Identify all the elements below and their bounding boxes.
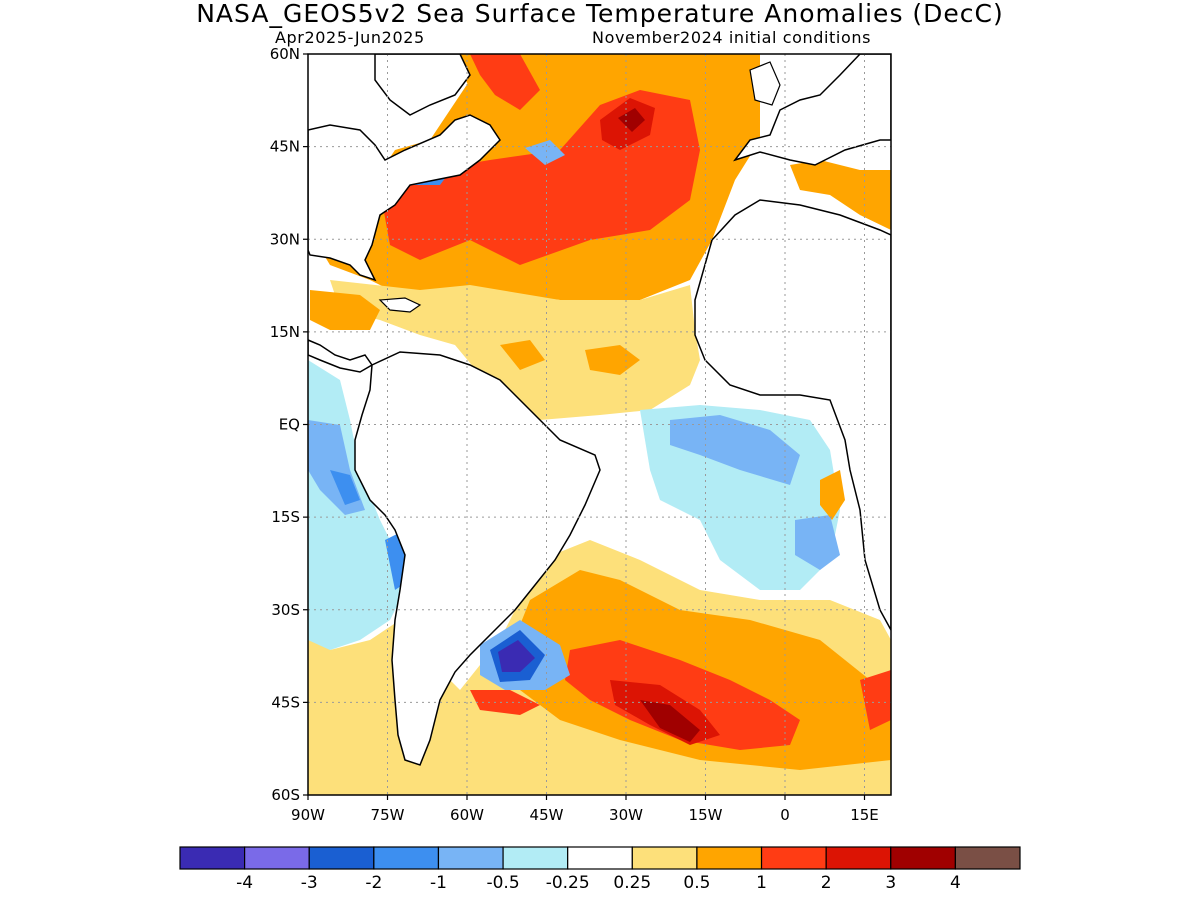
lat-tick-label: 60S: [271, 786, 300, 804]
colorbar-swatch: [308, 846, 375, 870]
anomaly-region-benguela-cool-0.5: [795, 515, 840, 570]
anomaly-region-south-atlantic-1: [565, 640, 800, 750]
colorbar-label: 3: [885, 873, 896, 893]
south-america-landmass: [354, 351, 601, 766]
colorbar-label: 2: [821, 873, 832, 893]
africa-landmass: [694, 199, 891, 631]
greenland-labrador-landmass: [374, 54, 471, 116]
anomaly-region-pacific-cool-1: [330, 470, 360, 505]
colorbar-swatch: [890, 846, 956, 870]
lon-tick-label: 45W: [530, 806, 564, 824]
lat-tick-label: 15N: [270, 323, 300, 341]
colorbar-swatch: [179, 846, 246, 870]
anomaly-region-mediterranean-warm: [790, 160, 891, 230]
colorbar-swatch: [631, 846, 698, 870]
colorbar-swatch: [696, 846, 763, 870]
lat-tick-label: 30N: [270, 230, 300, 248]
colorbar-swatch: [373, 846, 440, 870]
lat-tick-label: 45S: [271, 693, 300, 711]
latitude-axis: 60N 45N 30N 15N EQ 15S 30S 45S 60S: [270, 45, 308, 804]
anomaly-region-caribbean-0.5: [310, 290, 380, 330]
anomaly-region-east-south-warm: [860, 670, 891, 730]
colorbar-swatch: [760, 846, 827, 870]
lat-tick-label: 30S: [271, 601, 300, 619]
colorbar-label: -1: [430, 873, 447, 893]
map-title: NASA_GEOS5v2 Sea Surface Temperature Ano…: [196, 0, 1004, 28]
forecast-period-label: Apr2025-Jun2025: [275, 28, 425, 47]
caribbean-islands-landmass: [378, 297, 422, 313]
lon-tick-label: 0: [780, 806, 790, 824]
lon-tick-label: 30W: [609, 806, 643, 824]
colorbar-label: -3: [301, 873, 318, 893]
colorbar-label: -4: [236, 873, 253, 893]
colorbar-swatch: [502, 846, 569, 870]
colorbar-swatch: [244, 846, 310, 870]
colorbar-swatch: [954, 846, 1021, 870]
colorbar-label: 4: [950, 873, 961, 893]
lon-tick-label: 75W: [371, 806, 405, 824]
lat-tick-label: 15S: [271, 508, 300, 526]
lon-tick-label: 15W: [689, 806, 723, 824]
anomaly-region-gulf-stream-3: [618, 108, 645, 132]
colorbar-label: -2: [365, 873, 382, 893]
anomaly-region-equatorial-cool-0.5: [670, 415, 800, 485]
colorbar-swatch: [567, 846, 633, 870]
anomaly-field: [308, 54, 891, 795]
lon-tick-label: 60W: [450, 806, 484, 824]
anomaly-region-falkland-warm: [470, 690, 540, 715]
europe-landmass: [732, 54, 891, 166]
colorbar-label: -0.5: [486, 873, 519, 893]
anomaly-region-south-atlantic-3: [640, 700, 700, 742]
lat-tick-label: 45N: [270, 138, 300, 156]
initial-conditions-label: November2024 initial conditions: [592, 28, 872, 47]
colorbar-swatch: [437, 846, 504, 870]
graticule: [308, 54, 891, 795]
lon-tick-label: 15E: [850, 806, 879, 824]
longitude-axis: 90W 75W 60W 45W 30W 15W 0 15E: [291, 795, 879, 824]
colorbar-label: 1: [756, 873, 767, 893]
lat-tick-label: 60N: [270, 45, 300, 63]
lon-tick-label: 90W: [291, 806, 325, 824]
colorbar-label: 0.5: [683, 873, 710, 893]
anomaly-region-labrador-1: [470, 54, 540, 110]
anomaly-region-gulf-guinea-warm: [820, 470, 845, 520]
british-isles-landmass: [749, 61, 781, 106]
lat-tick-label: EQ: [279, 416, 300, 434]
anomaly-region-brazil-malvinas-4: [498, 640, 535, 672]
colorbar-label: -0.25: [546, 873, 590, 893]
anomaly-region-atlantic-mid-0.5b: [500, 340, 545, 370]
colorbar-label: 0.25: [613, 873, 651, 893]
colorbar-swatch: [825, 846, 892, 870]
colorbar: -4 -3 -2 -1 -0.5 -0.25 0.25 0.5 1 2 3 4: [179, 846, 1021, 893]
